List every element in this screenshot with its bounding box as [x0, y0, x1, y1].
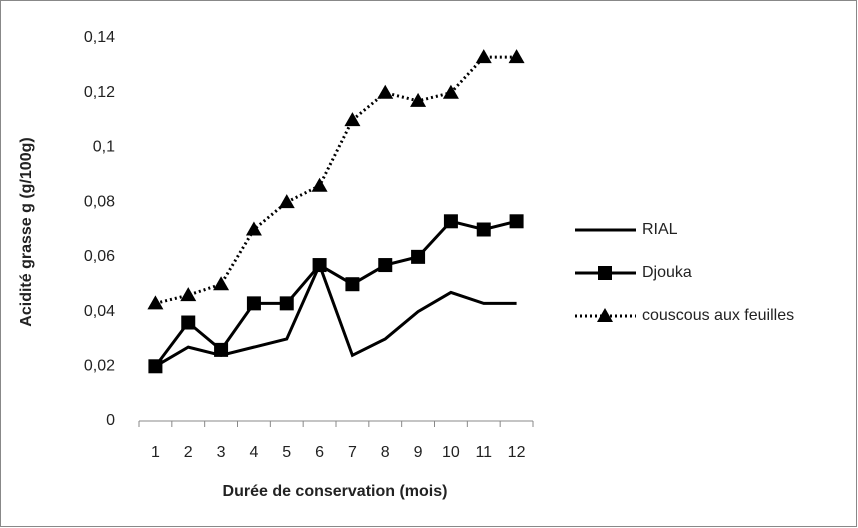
- y-tick-label: 0,04: [84, 303, 115, 320]
- marker: [476, 222, 491, 237]
- marker: [214, 342, 229, 357]
- x-tick-label: 11: [475, 444, 492, 461]
- marker: [475, 49, 492, 64]
- y-tick-label: 0: [106, 412, 115, 429]
- marker: [180, 287, 197, 302]
- marker: [508, 49, 525, 64]
- y-axis-title: Acidité grasse g (g/100g): [18, 137, 35, 326]
- marker: [597, 308, 613, 322]
- x-axis-title: Durée de conservation (mois): [223, 483, 448, 500]
- x-tick-label: 1: [151, 444, 160, 461]
- marker: [377, 84, 394, 99]
- marker: [411, 249, 426, 264]
- x-tick-label: 4: [249, 444, 258, 461]
- x-tick-label: 8: [381, 444, 390, 461]
- marker: [442, 84, 459, 99]
- x-tick-label: 2: [184, 444, 193, 461]
- x-tick-label: 6: [315, 444, 324, 461]
- legend-label: RIAL: [642, 221, 678, 238]
- marker: [147, 295, 164, 310]
- marker: [245, 221, 262, 236]
- x-tick-label: 5: [282, 444, 291, 461]
- x-tick-label: 12: [508, 444, 526, 461]
- y-tick-label: 0,06: [84, 248, 115, 265]
- x-tick-label: 10: [442, 444, 460, 461]
- marker: [410, 92, 427, 107]
- marker: [278, 194, 295, 209]
- marker: [344, 112, 361, 127]
- y-tick-label: 0,14: [84, 29, 115, 46]
- marker: [279, 296, 294, 311]
- y-tick-label: 0,02: [84, 358, 115, 375]
- marker: [443, 214, 458, 229]
- x-tick-label: 7: [348, 444, 357, 461]
- marker: [311, 177, 328, 192]
- marker: [312, 258, 327, 273]
- x-tick-label: 9: [414, 444, 423, 461]
- marker: [345, 277, 360, 292]
- legend-label: Djouka: [642, 264, 692, 281]
- marker: [213, 276, 230, 291]
- marker: [378, 258, 393, 273]
- marker: [509, 214, 524, 229]
- marker: [598, 266, 612, 280]
- marker: [148, 359, 163, 374]
- y-tick-label: 0,12: [84, 84, 115, 101]
- y-tick-label: 0,1: [93, 139, 115, 156]
- marker: [181, 315, 196, 330]
- y-tick-label: 0,08: [84, 193, 115, 210]
- marker: [246, 296, 261, 311]
- x-tick-label: 3: [217, 444, 226, 461]
- legend-label: couscous aux feuilles: [642, 307, 794, 324]
